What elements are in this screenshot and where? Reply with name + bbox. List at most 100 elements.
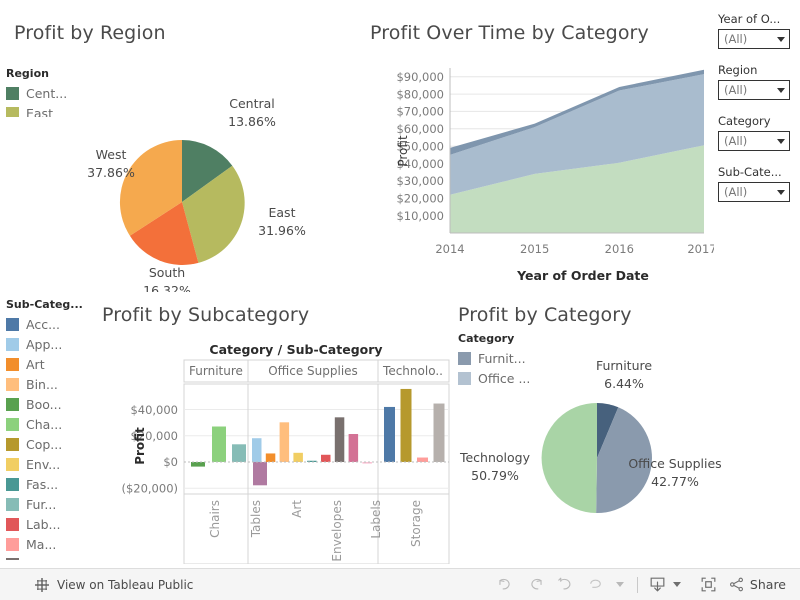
profit-over-time-title: Profit Over Time by Category (370, 22, 649, 44)
bar-storage[interactable] (348, 434, 359, 462)
profit-by-category-panel: Profit by Category Furniture 6.44% Offic… (452, 298, 800, 564)
profit-by-region-panel: Profit by Region Central 13.86% East 31.… (0, 12, 362, 292)
pie-label-office-name: Office Supplies (628, 456, 721, 471)
sub-category-legend-item[interactable]: Env... (6, 454, 98, 474)
filter-dropdown[interactable]: (All) (718, 182, 790, 202)
filter-dropdown[interactable]: (All) (718, 29, 790, 49)
pie-label-office-value: 42.77% (651, 474, 699, 489)
bar-paper[interactable] (334, 417, 345, 462)
download-button[interactable] (646, 572, 670, 598)
refresh-button[interactable] (581, 572, 611, 598)
bar-appliances[interactable] (252, 438, 262, 462)
color-swatch-icon (6, 497, 19, 511)
sub-category-legend-item[interactable]: Acc... (6, 314, 98, 334)
y-axis-title: Profit (133, 427, 147, 465)
sub-category-legend-item[interactable]: Bin... (6, 374, 98, 394)
profit-by-region-chart: Central 13.86% East 31.96% South 16.32% … (0, 42, 362, 292)
bar-binders[interactable] (279, 422, 290, 462)
bar-art[interactable] (265, 453, 276, 462)
chevron-down-icon (777, 87, 785, 93)
bar-phones[interactable] (433, 403, 445, 462)
pie-slice-technology[interactable] (541, 402, 597, 513)
bar-fasteners[interactable] (307, 460, 317, 462)
redo-button[interactable] (521, 572, 551, 598)
pie-label-east-value: 31.96% (258, 223, 306, 238)
sub-category-legend-label: Env... (26, 456, 61, 472)
category-pie-svg: Furniture 6.44% Office Supplies 42.77% T… (459, 358, 722, 514)
category-legend-label: Furnit... (478, 350, 526, 366)
pie-slice-west[interactable] (119, 139, 182, 236)
area-series-technology[interactable] (450, 145, 704, 233)
color-swatch-icon (6, 417, 19, 431)
sub-category-legend-label: Fur... (26, 496, 57, 512)
pie-slice-south[interactable] (129, 202, 199, 265)
area-chart-svg: $10,000 $20,000 $30,000 $40,000 $50,000 … (396, 68, 714, 283)
sub-category-legend-item[interactable]: Lab... (6, 514, 98, 534)
filter-value: (All) (724, 185, 748, 199)
y-tick-label: $10,000 (396, 209, 444, 223)
bar-supplies[interactable] (362, 462, 372, 464)
pie-slice-east[interactable] (182, 165, 245, 263)
bar-chart-header: Category / Sub-Category (209, 342, 382, 357)
chevron-down-icon (777, 138, 785, 144)
x-tick-label: Art (290, 500, 304, 518)
sub-category-legend-item[interactable]: Cha... (6, 414, 98, 434)
sub-category-legend-item[interactable]: Fas... (6, 474, 98, 494)
share-button[interactable]: Share (728, 576, 786, 593)
pie-slice-office-supplies[interactable] (596, 407, 652, 514)
bottom-toolbar: View on Tableau Public (0, 568, 800, 600)
bar-furnishings[interactable] (232, 444, 246, 462)
bar-accessories[interactable] (384, 406, 395, 462)
color-swatch-icon (6, 457, 19, 471)
pie-slice-central[interactable] (182, 140, 233, 202)
filter-value: (All) (724, 83, 748, 97)
bar-bookcases[interactable] (191, 462, 205, 467)
bar-machines[interactable] (417, 457, 428, 462)
category-legend-title: Category (458, 332, 515, 345)
undo-button[interactable] (491, 572, 521, 598)
sub-category-legend-item[interactable]: Cop... (6, 434, 98, 454)
bar-tables[interactable] (253, 462, 267, 486)
filter-dropdown[interactable]: (All) (718, 80, 790, 100)
bar-copiers[interactable] (400, 388, 412, 462)
profit-over-time-panel: Profit Over Time by Category (362, 12, 714, 292)
more-options-button[interactable] (611, 572, 629, 598)
sub-category-legend-item[interactable] (6, 554, 98, 560)
sub-category-legend-item[interactable]: Ma... (6, 534, 98, 554)
filter-value: (All) (724, 134, 748, 148)
chevron-down-icon (777, 36, 785, 42)
region-legend-label: East (26, 105, 53, 118)
fullscreen-button[interactable] (694, 572, 724, 598)
download-dropdown-button[interactable] (670, 572, 684, 598)
region-legend-item[interactable]: East (6, 103, 98, 117)
sub-category-legend-item[interactable]: Art (6, 354, 98, 374)
sub-category-legend-item[interactable]: Fur... (6, 494, 98, 514)
y-tick-label: $90,000 (396, 70, 444, 84)
sub-category-legend: Sub-Categ... Acc... App... Art Bin... Bo… (6, 298, 98, 560)
pie-slice-furniture[interactable] (597, 403, 619, 458)
share-icon (729, 577, 743, 592)
filter-dropdown[interactable]: (All) (718, 131, 790, 151)
sub-category-legend-label: Cop... (26, 436, 63, 452)
category-legend-item[interactable]: Office ... (458, 368, 558, 388)
color-swatch-icon (6, 106, 19, 117)
region-legend-item[interactable]: Cent... (6, 83, 98, 103)
bar-envelopes[interactable] (293, 452, 303, 462)
filter-label: Category (718, 114, 771, 128)
view-on-tableau-public-button[interactable]: View on Tableau Public (34, 577, 193, 593)
region-legend: Region Cent... East South (6, 67, 98, 117)
sub-category-legend-item[interactable]: App... (6, 334, 98, 354)
revert-button[interactable] (551, 572, 581, 598)
sub-category-legend-item[interactable]: Boo... (6, 394, 98, 414)
color-swatch-icon (458, 371, 471, 385)
category-legend-item[interactable]: Furnit... (458, 348, 558, 368)
bar-labels[interactable] (321, 454, 331, 462)
area-series-furniture[interactable] (450, 69, 704, 155)
sub-category-legend-label: Fas... (26, 476, 59, 492)
bar-chairs[interactable] (212, 426, 226, 463)
filter-region: Region (All) (718, 63, 798, 100)
area-series-office-supplies[interactable] (450, 74, 704, 195)
color-swatch-icon (6, 557, 19, 560)
sub-category-legend-label: Acc... (26, 316, 60, 332)
